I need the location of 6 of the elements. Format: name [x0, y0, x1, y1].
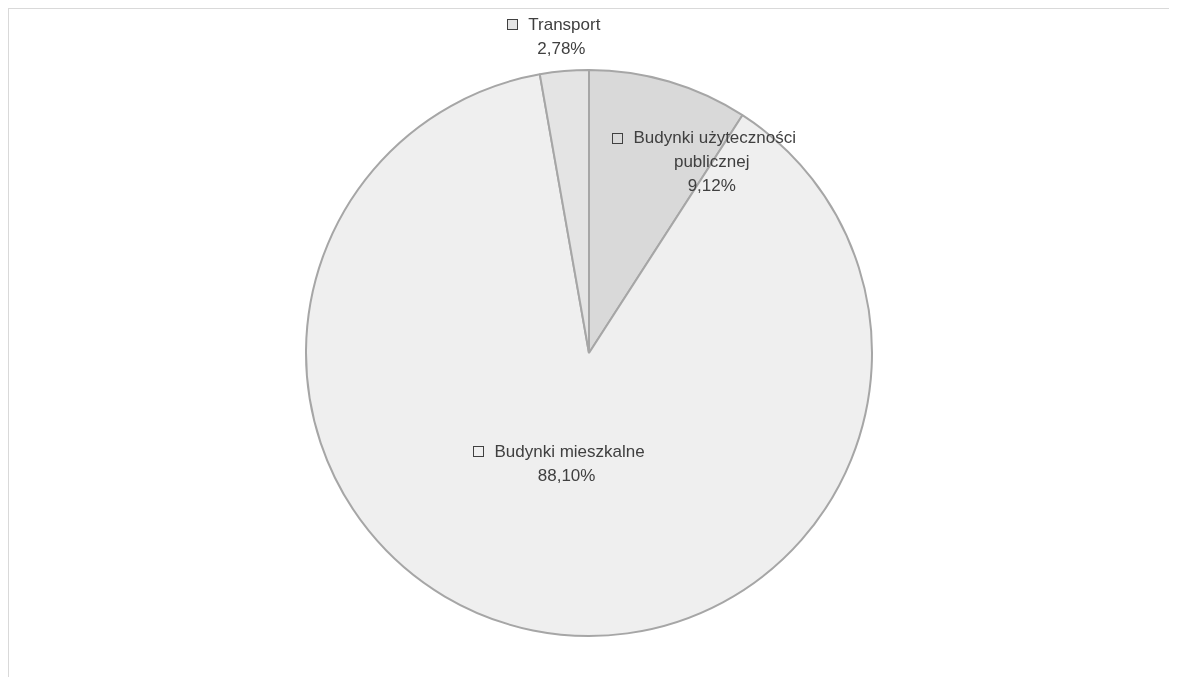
data-label: 2,78% — [537, 38, 586, 58]
legend-label: Budynki użyteczności publicznej — [633, 128, 797, 172]
legend-label: Transport — [528, 14, 601, 34]
slice-label: Budynki mieszkalne — [494, 441, 645, 461]
data-label: 9,12% — [687, 176, 736, 196]
data-label: 88,10% — [537, 465, 596, 485]
